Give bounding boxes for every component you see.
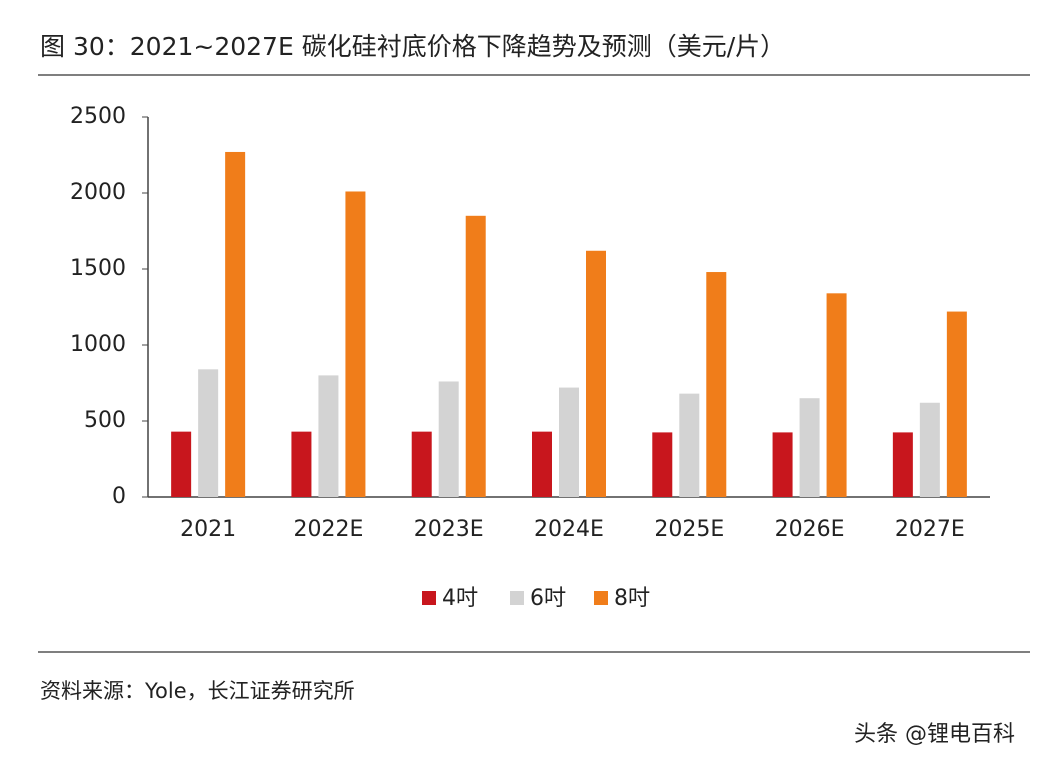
bar (465, 215, 486, 498)
x-tick-label: 2026E (775, 517, 845, 542)
bar (291, 431, 312, 497)
legend-label: 8吋 (614, 586, 650, 611)
y-tick-label: 1500 (70, 256, 126, 281)
bar (946, 311, 967, 497)
bar (411, 431, 432, 497)
bar (772, 432, 793, 497)
bar (198, 369, 219, 497)
chart-title: 图 30：2021~2027E 碳化硅衬底价格下降趋势及预测（美元/片） (40, 32, 785, 61)
bar (919, 402, 940, 497)
bar (652, 432, 673, 497)
source-note: 资料来源：Yole，长江证券研究所 (40, 679, 355, 703)
bar (345, 191, 366, 498)
legend-swatch (594, 591, 608, 605)
x-tick-label: 2023E (414, 517, 484, 542)
x-tick-label: 2027E (895, 517, 965, 542)
y-tick-label: 1000 (70, 332, 126, 357)
legend-swatch (510, 591, 524, 605)
x-tick-label: 2021 (180, 517, 236, 542)
y-tick-label: 0 (112, 484, 126, 509)
bar (586, 250, 606, 497)
y-tick-label: 2000 (70, 180, 126, 205)
bar (318, 375, 339, 497)
bar (799, 398, 820, 497)
y-tick-label: 2500 (70, 104, 126, 129)
y-tick-label: 500 (84, 408, 126, 433)
bar (438, 381, 459, 497)
bar (892, 432, 913, 497)
legend-label: 6吋 (530, 586, 566, 611)
bar (532, 431, 552, 497)
bar (225, 151, 246, 497)
bar (679, 393, 700, 497)
bar (559, 387, 579, 497)
x-tick-label: 2024E (534, 517, 604, 542)
watermark: 头条 @锂电百科 (854, 722, 1015, 747)
x-tick-label: 2025E (654, 517, 724, 542)
bar (171, 431, 192, 497)
legend-label: 4吋 (442, 586, 478, 611)
legend-swatch (422, 591, 436, 605)
bar (706, 272, 727, 497)
bar (826, 293, 847, 497)
x-tick-label: 2022E (293, 517, 363, 542)
